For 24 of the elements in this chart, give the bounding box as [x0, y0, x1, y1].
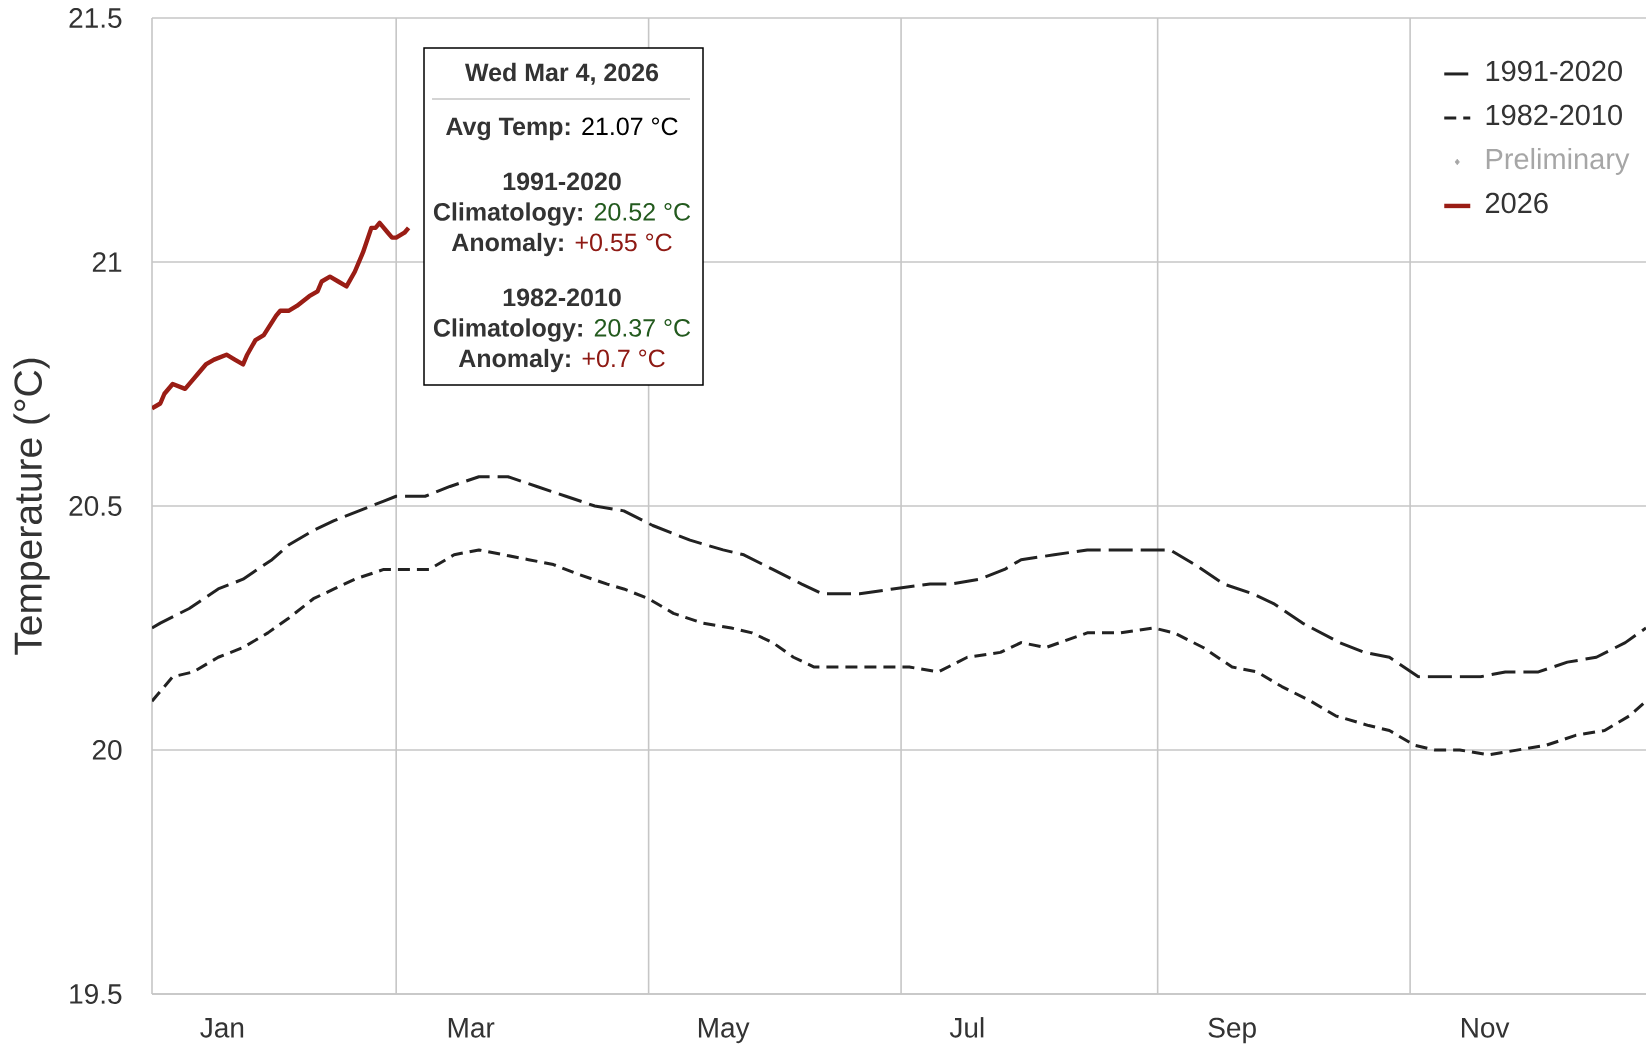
- annotation: Climatology: 20.37 °C: [433, 318, 691, 342]
- y-tick-label: 21: [92, 252, 122, 272]
- y-tick-label: 20: [92, 740, 122, 760]
- annotation: Avg Temp: 21.07 °C: [446, 117, 678, 141]
- y-tick-label: 20.5: [69, 496, 122, 516]
- y-tick-label: 19.5: [70, 984, 122, 1004]
- y-tick-label: 21.5: [69, 8, 122, 28]
- annotation: 1982-2010: [503, 288, 621, 307]
- x-tick-label: Mar: [448, 1018, 495, 1038]
- annotation: Wed Mar 4, 2026: [465, 62, 659, 85]
- x-tick-label: Jan: [200, 1018, 244, 1038]
- annotation: 1991-2020: [503, 172, 621, 191]
- legend-label: 1982-2010: [1486, 104, 1622, 126]
- annotation: Climatology: 20.52 °C: [433, 202, 691, 226]
- legend-label: Preliminary: [1486, 147, 1630, 175]
- legend-label: 1991-2020: [1486, 60, 1622, 82]
- x-tick-label: May: [698, 1018, 750, 1044]
- x-tick-label: Sep: [1208, 1017, 1256, 1044]
- x-tick-label: Jul: [949, 1017, 984, 1038]
- annotation: Anomaly: +0.7 °C: [458, 348, 665, 373]
- legend-label: 2026: [1485, 192, 1548, 214]
- y-axis-title: Temperature (°C): [13, 358, 50, 655]
- x-tick-label: Nov: [1461, 1018, 1510, 1038]
- annotation: Anomaly: +0.55 °C: [451, 232, 672, 257]
